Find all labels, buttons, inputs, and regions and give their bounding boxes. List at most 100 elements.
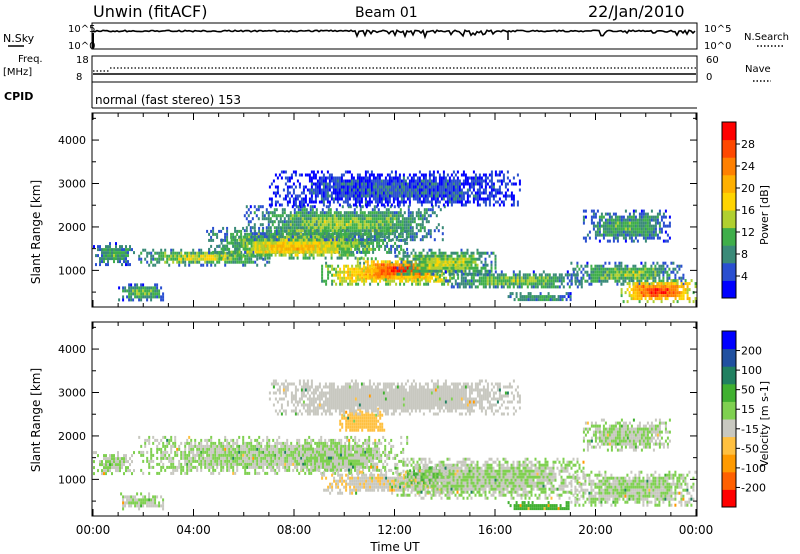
velocity-x-ticks — [92, 322, 697, 516]
nsearch-tick-top: 10^5 — [704, 24, 731, 35]
colorbar-tick-label: 100 — [741, 364, 762, 377]
cpid-text: normal (fast stereo) 153 — [95, 93, 241, 107]
y-tick-label: 4000 — [58, 134, 86, 147]
colorbar-frame — [721, 330, 737, 508]
colorbar-swatch — [722, 401, 736, 420]
echo-band — [620, 279, 697, 304]
nave-label: Nave — [745, 64, 771, 75]
colorbar-swatch — [722, 262, 736, 281]
echo-band — [582, 418, 671, 452]
power-colorbar: 4 8 12 16 20 24 28 — [721, 121, 755, 299]
colorbar-swatch — [722, 383, 736, 402]
colorbar-swatch — [722, 489, 736, 508]
colorbar-tick-label: 20 — [741, 182, 755, 195]
echo-band — [93, 451, 135, 476]
colorbar-tick-label: 50 — [741, 384, 755, 397]
nave-tick-top: 60 — [706, 55, 719, 66]
nsky-label: N.Sky — [3, 32, 35, 45]
y-tick-label: 3000 — [58, 178, 86, 191]
nsearch-label: N.Search — [744, 32, 789, 43]
y-tick-label: 3000 — [58, 387, 86, 400]
colorbar-tick-label: 28 — [741, 138, 755, 151]
freq-unit: [MHz] — [3, 67, 32, 78]
colorbar-tick-label: 4 — [741, 270, 748, 283]
nsky-trace — [92, 28, 696, 48]
power-colorbar-label: Power [dB] — [758, 185, 771, 245]
date-label: 22/Jan/2010 — [588, 2, 685, 21]
colorbar-tick-label: 12 — [741, 226, 755, 239]
nsearch-tick-bottom: 10^0 — [704, 41, 731, 52]
colorbar-swatch — [722, 210, 736, 229]
nave-tick-bottom: 0 — [706, 72, 712, 83]
x-tick-label: 12:00 — [377, 523, 412, 537]
beam-label: Beam 01 — [355, 5, 418, 21]
y-tick-label: 2000 — [58, 430, 86, 443]
echo-band — [507, 292, 572, 302]
power-x-ticks — [92, 113, 697, 307]
colorbar-swatch — [722, 245, 736, 264]
colorbar-tick-label: 200 — [741, 345, 762, 358]
velocity-data — [93, 379, 697, 511]
colorbar-swatch — [722, 227, 736, 246]
colorbar-tick-label: -200 — [741, 481, 766, 494]
radar-title: Unwin (fitACF) — [93, 2, 207, 21]
echo-band — [507, 501, 570, 511]
x-tick-label: 08:00 — [277, 523, 312, 537]
echo-band — [118, 283, 165, 302]
echo-band — [268, 379, 521, 416]
nsky-line — [92, 28, 696, 40]
colorbar-tick-label: -15 — [741, 423, 759, 436]
cpid-label: CPID — [4, 90, 33, 103]
colorbar-swatch — [722, 419, 736, 438]
velocity-colorbar-label: Velocity [m s-1] — [758, 381, 771, 467]
colorbar-swatch — [722, 139, 736, 158]
colorbar-swatch — [722, 174, 736, 193]
freq-tick-bottom: 8 — [76, 72, 82, 83]
colorbar-swatch — [722, 366, 736, 385]
colorbar-tick-label: 15 — [741, 403, 755, 416]
velocity-colorbar: 200 100 50 15 -15 -50 -100 -200 — [721, 330, 766, 508]
echo-band — [444, 270, 583, 289]
colorbar-tick-label: 8 — [741, 248, 748, 261]
velocity-y-ticks: 1000 2000 3000 4000 — [58, 326, 697, 502]
colorbar-swatch — [722, 280, 736, 299]
colorbar-swatch — [722, 348, 736, 367]
x-tick-label: 04:00 — [176, 523, 211, 537]
y-tick-label: 4000 — [58, 343, 86, 356]
freq-tick-top: 18 — [76, 55, 89, 66]
echo-band — [268, 170, 521, 207]
x-axis-label: Time UT — [369, 540, 420, 554]
nsky-tick-bottom: 10^0 — [68, 41, 95, 52]
colorbar-swatch — [722, 192, 736, 211]
power-y-axis-label: Slant Range [km] — [29, 180, 43, 284]
echo-band — [582, 209, 671, 243]
colorbar-swatch — [722, 471, 736, 490]
y-tick-label: 1000 — [58, 264, 86, 277]
echo-band — [294, 444, 380, 472]
x-tick-label: 20:00 — [578, 523, 613, 537]
colorbar-swatch — [722, 454, 736, 473]
echo-band — [570, 470, 697, 507]
colorbar-tick-label: 24 — [741, 160, 755, 173]
freq-label: Freq. — [18, 54, 43, 65]
x-tick-labels: 00:00 04:00 08:00 12:00 16:00 20:00 00:00 — [76, 523, 714, 537]
echo-band — [243, 205, 446, 242]
freq-panel-frame — [91, 55, 698, 83]
colorbar-tick-label: 16 — [741, 204, 755, 217]
echo-band — [394, 248, 497, 276]
power-y-ticks: 1000 2000 3000 4000 — [58, 117, 697, 293]
colorbar-swatch — [722, 436, 736, 455]
y-tick-label: 1000 — [58, 473, 86, 486]
power-data — [93, 170, 697, 304]
colorbar-swatch — [722, 331, 736, 350]
colorbar-tick-label: -100 — [741, 462, 766, 475]
y-tick-label: 2000 — [58, 221, 86, 234]
velocity-y-axis-label: Slant Range [km] — [29, 368, 43, 472]
x-tick-label: 00:00 — [679, 523, 714, 537]
nsky-tick-top: 10^5 — [68, 24, 95, 35]
colorbar-swatch — [722, 157, 736, 176]
echo-band — [93, 242, 135, 267]
colorbar-tick-label: -50 — [741, 442, 759, 455]
x-tick-label: 16:00 — [478, 523, 513, 537]
